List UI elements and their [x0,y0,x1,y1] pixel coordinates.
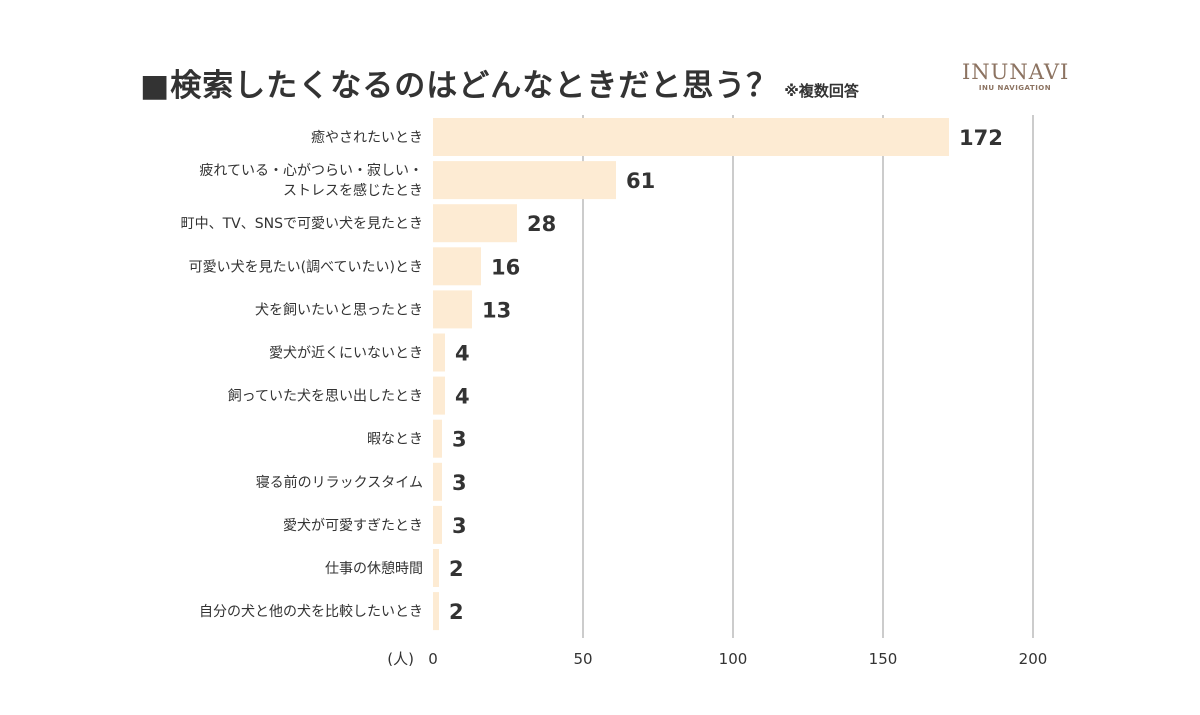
label-layer: 癒やされたいとき 172 疲れている・心がつらい・寂しい・ストレスを感じたとき 61 町… [181,126,1003,624]
grid-layer [582,115,1034,638]
bar-1 [433,161,616,200]
logo-wordmark: INUNAVI [962,60,1070,84]
category-label-5: 愛犬が近くにいないとき [269,346,423,362]
category-label-line: 犬を飼いたいと思ったとき [255,302,423,318]
category-label-line: 可愛い犬を見たい(調べていたい)とき [189,259,423,275]
bar-3 [433,247,481,286]
category-label-line: 飼っていた犬を思い出したとき [228,389,423,405]
value-label-3: 16 [491,255,520,279]
bar-10 [433,549,439,587]
category-label-line: ストレスを感じたとき [283,182,423,199]
x-tick-label-50: 50 [573,650,592,668]
category-label-line: 自分の犬と他の犬を比較したいとき [199,604,423,620]
x-tick-label-100: 100 [719,650,748,668]
category-label-line: 疲れている・心がつらい・寂しい・ [199,162,423,179]
category-label-11: 自分の犬と他の犬を比較したいとき [199,604,423,620]
title-main: ■検索したくなるのはどんなときだと思う？ [140,68,779,104]
value-label-1: 61 [626,169,655,193]
value-label-10: 2 [449,557,464,581]
value-label-2: 28 [527,212,556,236]
category-label-0: 癒やされたいとき [311,130,423,146]
value-label-11: 2 [449,600,464,624]
logo-tagline: INU NAVIGATION [978,84,1052,92]
category-label-8: 寝る前のリラックスタイム [256,474,423,491]
category-label-7: 暇なとき [367,432,423,448]
chart-title: ■検索したくなるのはどんなときだと思う？ ※複数回答 [140,60,859,105]
bar-0 [433,118,949,156]
bar-2 [433,204,517,243]
bar-5 [433,333,445,372]
x-tick-label-0: 0 [428,650,438,668]
category-label-line: 愛犬が可愛すぎたとき [283,518,423,534]
bar-7 [433,419,442,458]
bar-4 [433,290,472,329]
value-label-5: 4 [455,342,470,366]
category-label-line: 町中、TV、SNSで可愛い犬を見たとき [181,216,423,232]
value-label-0: 172 [959,126,1003,150]
category-label-2: 町中、TV、SNSで可愛い犬を見たとき [181,216,423,232]
category-label-4: 犬を飼いたいと思ったとき [255,302,423,318]
value-label-8: 3 [452,471,467,495]
value-label-9: 3 [452,514,467,538]
category-label-line: 暇なとき [367,432,423,448]
bar-11 [433,592,439,631]
value-label-6: 4 [455,385,470,409]
title-note: ※複数回答 [784,82,859,100]
category-label-9: 愛犬が可愛すぎたとき [283,518,423,534]
category-label-6: 飼っていた犬を思い出したとき [228,389,423,405]
category-label-1: 疲れている・心がつらい・寂しい・ストレスを感じたとき [199,162,423,199]
bar-layer [433,118,949,631]
inunavi-logo: INUNAVI INU NAVIGATION [962,60,1068,93]
x-tick-label-200: 200 [1019,650,1048,668]
category-label-line: 癒やされたいとき [311,130,423,146]
category-label-line: 愛犬が近くにいないとき [269,346,423,362]
category-label-line: 仕事の休憩時間 [325,560,423,577]
axis-layer: 0 50 100 150 200 (人) [387,650,1047,668]
category-label-line: 寝る前のリラックスタイム [256,474,423,491]
bar-6 [433,376,445,415]
category-label-10: 仕事の休憩時間 [325,560,423,577]
category-label-3: 可愛い犬を見たい(調べていたい)とき [189,259,423,275]
bar-8 [433,462,442,501]
bar-9 [433,505,442,544]
value-label-7: 3 [452,428,467,452]
x-axis-unit-label: (人) [387,650,414,668]
x-tick-label-150: 150 [869,650,898,668]
value-label-4: 13 [482,298,511,322]
